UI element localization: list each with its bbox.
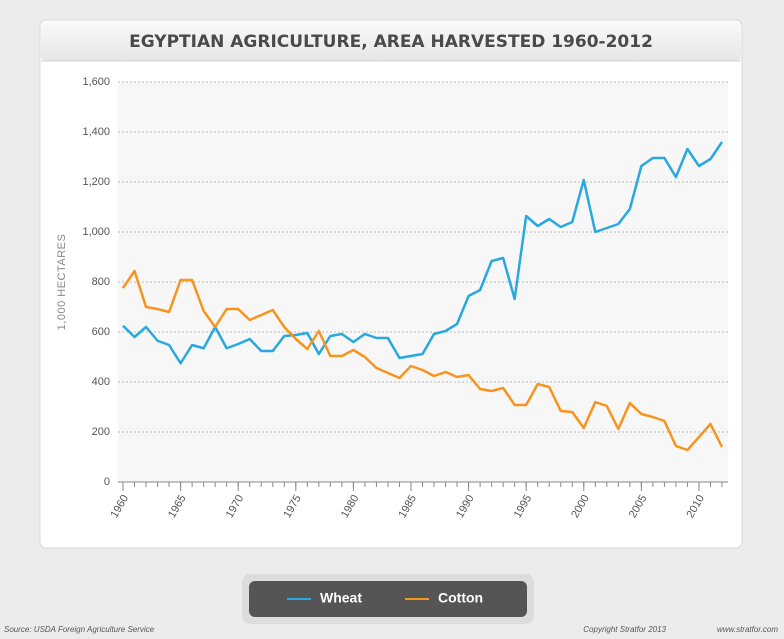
y-tick-label: 1,200: [82, 176, 110, 188]
y-tick-label: 1,400: [82, 126, 110, 138]
series-line: [121, 269, 724, 452]
series-line: [122, 141, 724, 365]
website: www.stratfor.com: [717, 625, 778, 634]
y-tick-label: 200: [92, 426, 110, 438]
y-tick-label: 600: [92, 326, 110, 338]
y-tick-label: 1,000: [82, 226, 110, 238]
legend-label: Cotton: [438, 590, 483, 606]
y-axis-label: 1,000 HECTARES: [56, 234, 68, 331]
y-tick-label: 400: [92, 376, 110, 388]
chart-title: EGYPTIAN AGRICULTURE, AREA HARVESTED 196…: [129, 32, 653, 52]
y-tick-label: 0: [104, 476, 110, 488]
copyright: Copyright Stratfor 2013: [583, 625, 666, 634]
legend: [249, 581, 527, 617]
y-tick-label: 1,600: [82, 76, 110, 88]
y-tick-label: 800: [92, 276, 110, 288]
source: Source: USDA Foreign Agriculture Service: [4, 625, 155, 634]
title-bar: [41, 21, 741, 61]
legend-label: Wheat: [320, 590, 362, 606]
